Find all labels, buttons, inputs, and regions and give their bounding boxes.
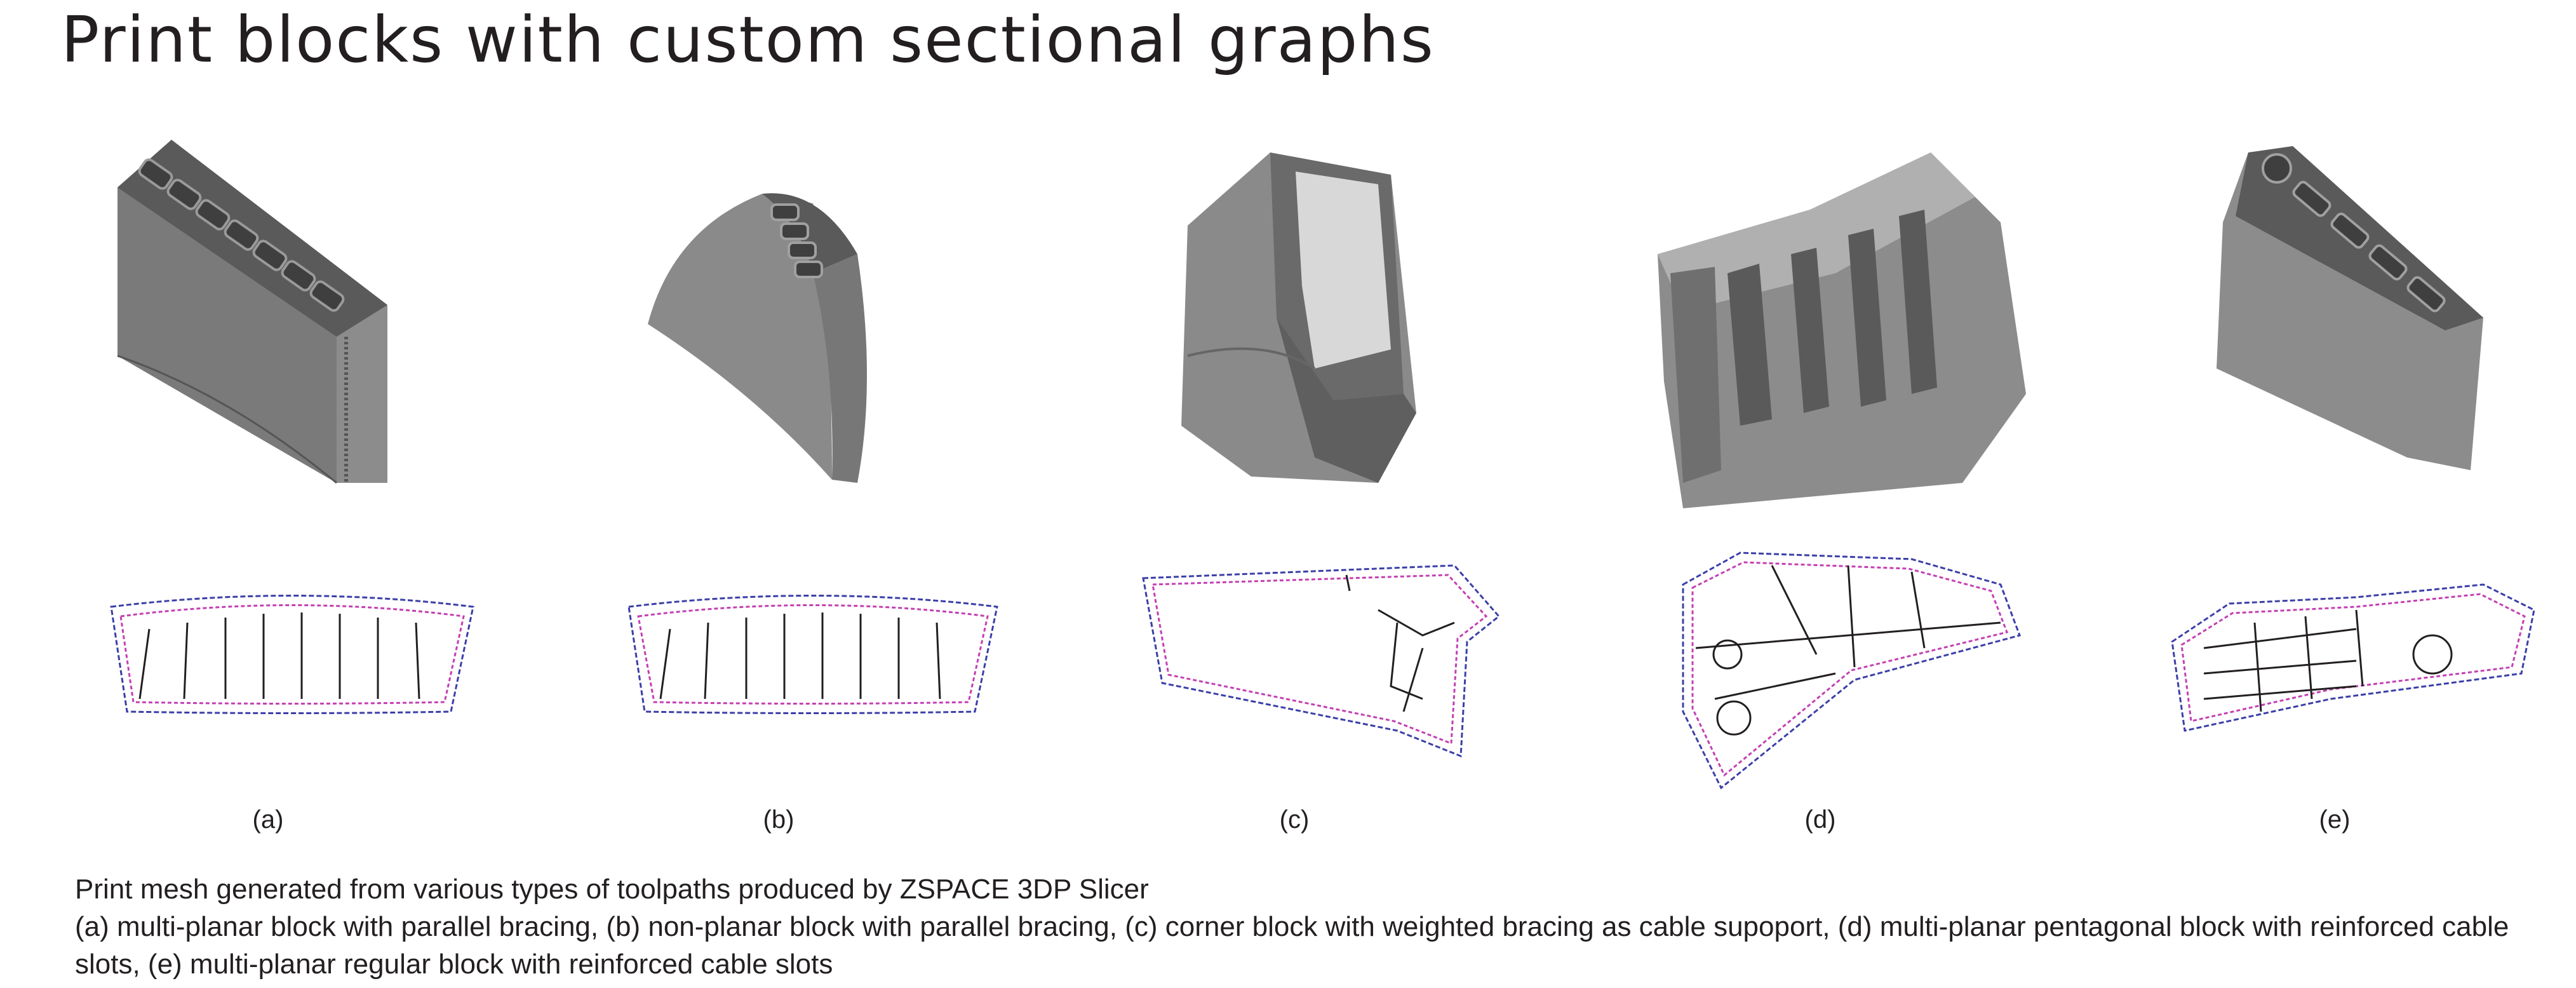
panel-label-a: (a) <box>252 806 284 834</box>
page-title: Print blocks with custom sectional graph… <box>61 3 1435 77</box>
mesh-e <box>2217 146 2483 470</box>
panel-b <box>591 127 1073 851</box>
toolpath-d <box>1682 552 2021 790</box>
panel-c-graphic <box>1142 152 1501 758</box>
panel-a <box>70 127 553 851</box>
mesh-d <box>1658 152 2026 508</box>
mesh-c <box>1181 152 1416 483</box>
panel-e-graphic <box>2171 146 2535 732</box>
panel-d-graphic <box>1658 152 2026 790</box>
panel-b-graphic <box>627 193 998 714</box>
mesh-b <box>648 193 867 483</box>
panel-d <box>1645 127 2128 851</box>
panel-e <box>2166 127 2576 851</box>
toolpath-b <box>627 595 998 714</box>
figure-caption: Print mesh generated from various types … <box>75 870 2539 983</box>
caption-line-2: (a) multi-planar block with parallel bra… <box>75 911 2509 980</box>
panel-label-c: (c) <box>1279 806 1310 834</box>
panel-label-e: (e) <box>2319 806 2351 834</box>
toolpath-c <box>1142 564 1501 758</box>
mesh-a <box>117 140 387 484</box>
caption-line-1: Print mesh generated from various types … <box>75 874 1149 905</box>
panel-a-graphic <box>110 140 474 714</box>
panel-label-d: (d) <box>1804 806 1836 834</box>
panel-label-b: (b) <box>763 806 795 834</box>
toolpath-a <box>110 595 474 714</box>
panel-c <box>1124 127 1607 851</box>
toolpath-e <box>2171 583 2535 732</box>
